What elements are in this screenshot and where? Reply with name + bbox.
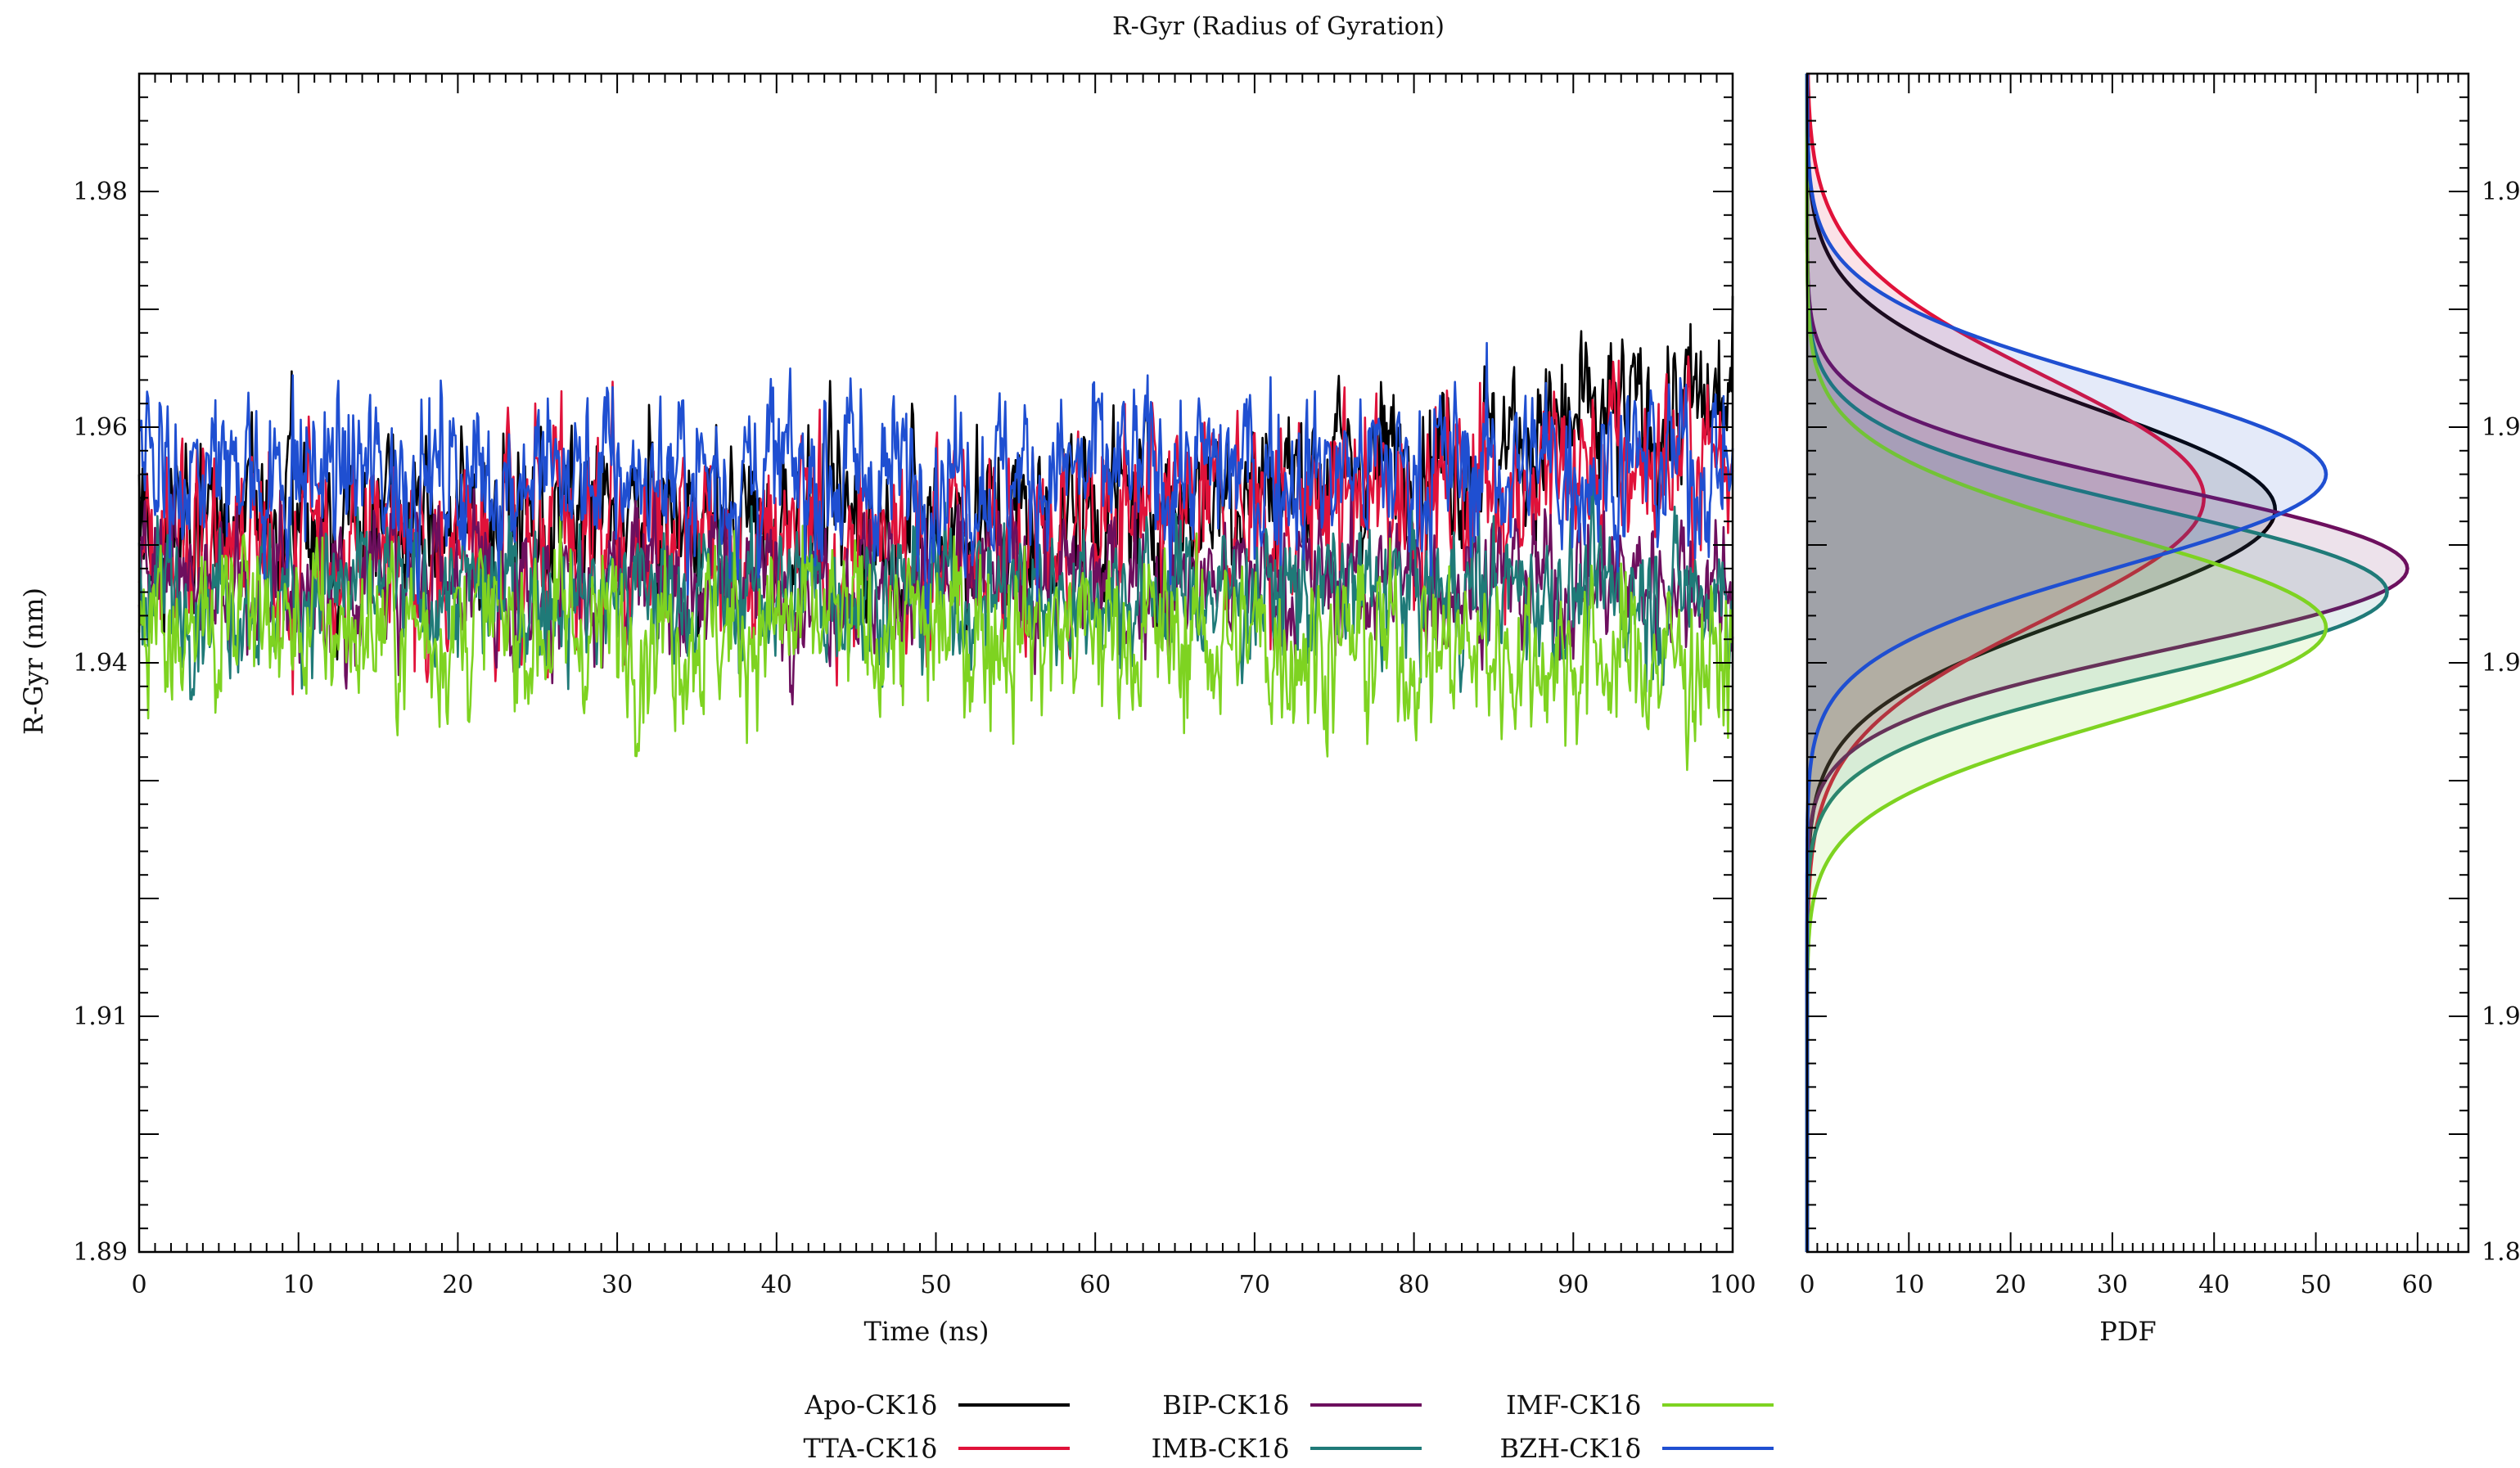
- left-ytick-label: 1.89: [73, 1238, 128, 1267]
- left-xtick-label: 80: [1399, 1271, 1430, 1299]
- ts-line-5: [137, 341, 1734, 624]
- left-xtick-label: 0: [131, 1271, 147, 1299]
- y-axis-title: R-Gyr (nm): [18, 588, 49, 735]
- left-xtick-label: 50: [920, 1271, 951, 1299]
- left-xtick-label: 20: [442, 1271, 473, 1299]
- right-xtick-label: 0: [1799, 1271, 1814, 1299]
- left-xtick-label: 60: [1080, 1271, 1111, 1299]
- left-ytick-label: 1.91: [73, 1002, 128, 1031]
- ts-line-3: [137, 467, 1733, 700]
- right-xtick-label: 30: [2097, 1271, 2128, 1299]
- left-xtick-label: 10: [283, 1271, 314, 1299]
- right-xtick-label: 50: [2300, 1271, 2331, 1299]
- pdf-area-1: [1807, 74, 2204, 1252]
- right-xtick-label: 20: [1995, 1271, 2026, 1299]
- ts-line-4: [137, 516, 1734, 772]
- legend-label-5: BZH-CK1δ: [1500, 1433, 1641, 1464]
- legend: Apo-CK1δ TTA-CK1δ BIP-CK1δ IMB-CK1δ IMF-CK1δ…: [804, 1389, 1774, 1464]
- right-xtick-label: 60: [2402, 1271, 2433, 1299]
- left-ytick-label: 1.98: [73, 178, 128, 206]
- right-ytick-label: 1.98: [2482, 178, 2520, 206]
- right-ytick-label: 1.89: [2482, 1238, 2520, 1267]
- right-xtick-label: 10: [1893, 1271, 1924, 1299]
- left-xtick-label: 30: [602, 1271, 633, 1299]
- x-axis-title-time: Time (ns): [863, 1316, 989, 1347]
- right-ytick-label: 1.94: [2482, 649, 2520, 678]
- right-ytick-label: 1.91: [2482, 1002, 2520, 1031]
- legend-label-3: IMB-CK1δ: [1152, 1433, 1289, 1464]
- pdf-area-3: [1807, 74, 2387, 1252]
- pdf-area-0: [1807, 74, 2275, 1252]
- x-axis-title-pdf: PDF: [2099, 1316, 2156, 1347]
- chart-title: R-Gyr (Radius of Gyration): [1112, 12, 1445, 41]
- left-ytick-label: 1.94: [73, 649, 128, 678]
- left-xtick-label: 100: [1709, 1271, 1756, 1299]
- left-xtick-label: 40: [761, 1271, 792, 1299]
- distribution-panel: 1.89 1.91 1.94 1.96 1.98 0 10 20 30 40 50 60: [1799, 72, 2520, 1299]
- right-xtick-label: 40: [2198, 1271, 2229, 1299]
- pdf-area-4: [1807, 74, 2326, 1252]
- legend-label-0: Apo-CK1δ: [804, 1389, 937, 1421]
- left-ytick-label: 1.96: [73, 413, 128, 442]
- legend-label-2: BIP-CK1δ: [1162, 1389, 1289, 1421]
- legend-label-1: TTA-CK1δ: [804, 1433, 937, 1464]
- legend-label-4: IMF-CK1δ: [1506, 1389, 1641, 1421]
- left-xtick-label: 70: [1239, 1271, 1270, 1299]
- left-xtick-label: 90: [1558, 1271, 1589, 1299]
- pdf-area-5: [1807, 74, 2326, 1252]
- right-ytick-label: 1.96: [2482, 413, 2520, 442]
- time-series-panel: 1.89 1.91 1.94 1.96 1.98 0 10 20 30 40 50 60 70 80 90 1…: [73, 72, 1756, 1299]
